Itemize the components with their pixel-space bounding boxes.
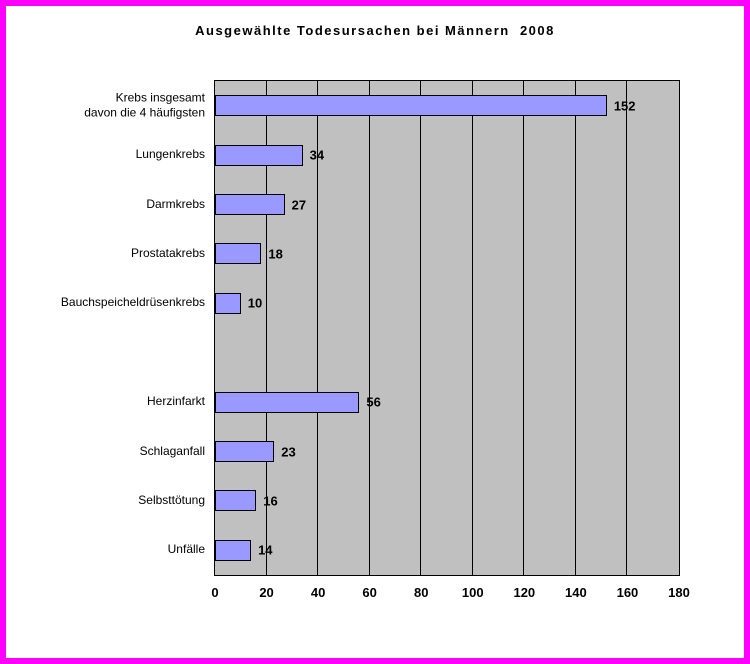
- x-tick-label: 40: [310, 585, 326, 600]
- category-label: Krebs insgesamt davon die 4 häufigsten: [84, 90, 205, 120]
- gridline: [420, 81, 422, 575]
- gridline: [317, 81, 319, 575]
- bar: [215, 144, 303, 166]
- category-label: Schlaganfall: [139, 443, 205, 458]
- value-label: 23: [281, 444, 296, 459]
- category-label: Darmkrebs: [146, 196, 205, 211]
- category-label: Herzinfarkt: [146, 394, 205, 409]
- x-tick-label: 120: [513, 585, 536, 600]
- value-label: 10: [247, 295, 263, 311]
- value-label: 27: [291, 197, 307, 212]
- x-tick-label: 60: [362, 585, 377, 600]
- x-tick-label: 0: [211, 585, 219, 600]
- category-label: Selbsttötung: [138, 493, 205, 508]
- x-tick-label: 140: [565, 585, 587, 600]
- chart-title: Ausgewählte Todesursachen bei Männern 20…: [195, 23, 555, 38]
- category-label: Prostatakrebs: [130, 246, 205, 261]
- value-label: 56: [366, 394, 381, 410]
- x-tick-label: 160: [616, 585, 639, 600]
- gridline: [265, 81, 267, 575]
- bar: [215, 539, 252, 561]
- bar: [215, 243, 262, 265]
- value-label: 14: [258, 542, 273, 558]
- bar: [215, 292, 241, 314]
- bar: [215, 95, 607, 117]
- bar: [215, 441, 275, 462]
- bar: [215, 391, 360, 413]
- x-tick-label: 180: [668, 585, 690, 600]
- gridline: [626, 81, 628, 575]
- x-tick-label: 100: [461, 585, 484, 600]
- value-label: 18: [268, 246, 283, 262]
- category-label: Bauchspeicheldrüsenkrebs: [60, 295, 205, 310]
- value-label: 152: [613, 98, 636, 114]
- x-tick-label: 80: [413, 585, 429, 600]
- value-label: 16: [263, 493, 278, 509]
- gridline: [368, 81, 370, 575]
- gridline: [523, 81, 525, 575]
- x-tick-label: 20: [259, 585, 274, 600]
- bar: [215, 490, 257, 512]
- plot-area: [214, 80, 680, 576]
- value-label: 34: [309, 147, 325, 163]
- gridline: [471, 81, 473, 575]
- category-label: Lungenkrebs: [135, 147, 205, 162]
- gridline: [574, 81, 576, 575]
- bar: [215, 194, 285, 215]
- category-label: Unfälle: [167, 542, 205, 557]
